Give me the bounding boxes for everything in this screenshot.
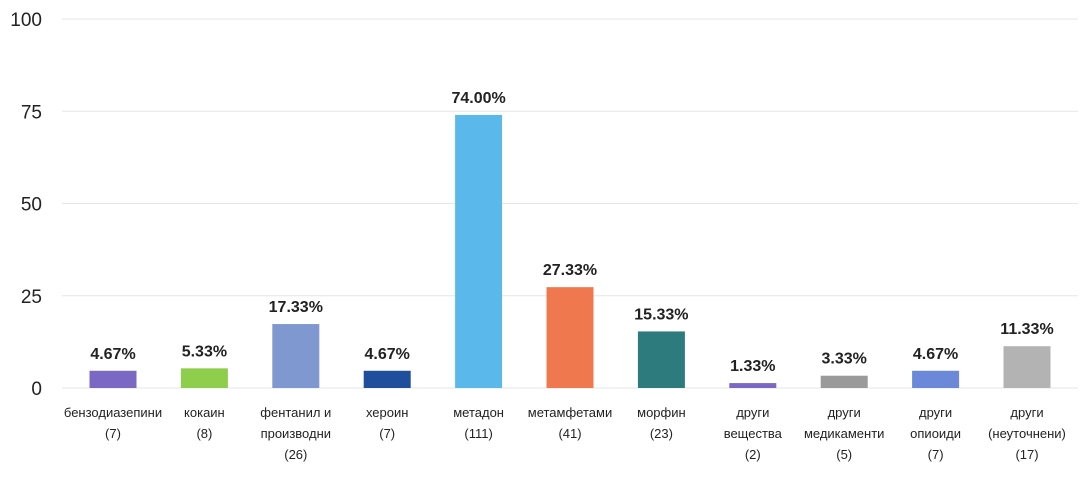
x-tick-label: (5) [836,447,852,462]
x-tick-label: опиоиди [910,426,961,441]
bar [272,324,320,388]
x-tick-label: (41) [558,426,581,441]
bar [729,383,777,388]
bar [546,287,594,388]
x-tick-label: (17) [1015,447,1038,462]
x-tick-label: медикаменти [804,426,885,441]
x-tick-label: (2) [745,447,761,462]
x-tick-label: метамфетами [528,405,612,420]
x-tick-label: (7) [928,447,944,462]
y-axis-ticks: 0 25 50 75 100 [10,10,42,400]
data-label: 3.33% [822,351,867,368]
x-tick-label: бензодиазепини [64,405,162,420]
data-label: 4.67% [365,346,410,363]
data-label: 17.33% [269,299,323,316]
x-tick-label: морфин [637,405,686,420]
x-tick-label: фентанил и [260,405,331,420]
x-tick-label: други [1010,405,1043,420]
y-tick-label: 100 [10,10,42,31]
x-axis-labels: бензодиазепини (7) кокаин (8) фентанил и прои… [64,405,1066,462]
bar [820,375,868,388]
data-label: 1.33% [730,358,775,375]
x-tick-label: кокаин [184,405,225,420]
x-tick-label: производни [261,426,331,441]
y-tick-label: 50 [21,195,42,216]
bar [455,114,503,388]
data-label: 4.67% [913,346,958,363]
x-tick-label: (7) [379,426,395,441]
data-label: 4.67% [90,346,135,363]
y-tick-label: 25 [21,287,42,308]
x-tick-label: метадон [453,405,504,420]
x-tick-label: други [736,405,769,420]
bar [637,331,685,388]
bar [363,370,411,388]
x-tick-label: други [919,405,952,420]
y-tick-label: 0 [31,379,42,400]
bar [180,368,228,388]
bars [89,114,1051,388]
x-tick-label: други [828,405,861,420]
x-tick-label: хероин [366,405,409,420]
x-tick-label: вещества [724,426,783,441]
gridlines [62,18,1078,389]
x-tick-label: (111) [464,426,492,441]
x-tick-label: (26) [284,447,307,462]
data-label: 5.33% [182,343,227,360]
x-tick-label: (неуточнени) [988,426,1066,441]
data-label: 74.00% [451,90,505,107]
x-tick-label: (23) [650,426,673,441]
x-tick-label: (8) [196,426,212,441]
bar [912,370,960,388]
data-label: 27.33% [543,262,597,279]
data-label: 15.33% [634,306,688,323]
data-labels: 4.67% 5.33% 17.33% 4.67% 74.00% 27.33% 15.33% 1… [90,90,1053,375]
data-label: 11.33% [1000,321,1053,338]
bar [1003,346,1051,388]
x-tick-label: (7) [105,426,121,441]
bar [89,370,137,388]
y-tick-label: 75 [21,102,42,123]
